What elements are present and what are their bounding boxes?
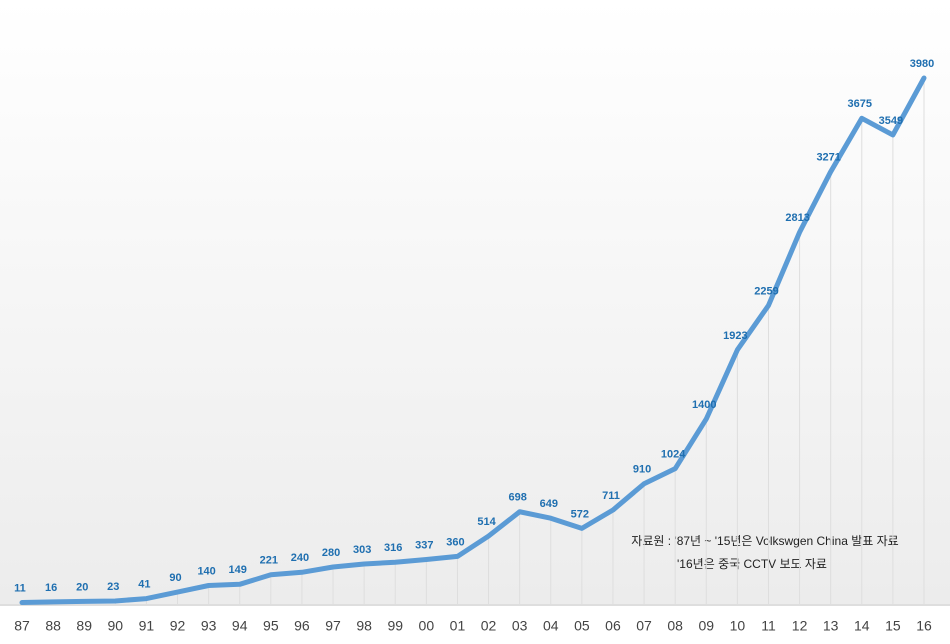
value-label: 649	[540, 498, 558, 510]
value-label: 20	[76, 581, 88, 593]
value-label: 316	[384, 542, 402, 554]
value-label: 280	[322, 547, 340, 559]
annotation: '16년은 중국 CCTV 보도 자료	[677, 557, 827, 571]
x-tick-label: 94	[232, 618, 248, 634]
x-tick-label: 92	[170, 618, 186, 634]
value-label: 3980	[910, 58, 934, 70]
value-label: 572	[571, 508, 589, 520]
value-label: 240	[291, 552, 309, 564]
x-tick-label: 14	[854, 618, 870, 634]
x-tick-label: 91	[139, 618, 155, 634]
x-tick-label: 12	[792, 618, 808, 634]
value-label: 514	[477, 516, 496, 528]
value-label: 2813	[785, 212, 809, 224]
x-tick-label: 87	[14, 618, 30, 634]
value-label: 11	[14, 582, 26, 594]
value-label: 221	[260, 555, 278, 567]
x-tick-label: 93	[201, 618, 217, 634]
x-tick-label: 00	[419, 618, 435, 634]
annotation: 자료원 : '87년 ~ '15년은 Volkswgen China 발표 자료	[631, 534, 898, 548]
x-tick-label: 08	[667, 618, 683, 634]
value-label: 2259	[754, 285, 778, 297]
x-tick-label: 13	[823, 618, 839, 634]
value-label: 1400	[692, 399, 716, 411]
value-label: 360	[446, 536, 464, 548]
value-label: 1923	[723, 330, 747, 342]
x-tick-label: 06	[605, 618, 621, 634]
x-tick-label: 99	[387, 618, 403, 634]
x-tick-label: 16	[916, 618, 932, 634]
value-label: 698	[508, 492, 526, 504]
value-label: 140	[197, 565, 215, 577]
value-label: 149	[229, 564, 247, 576]
value-label: 41	[138, 578, 150, 590]
plot-background	[0, 0, 950, 606]
x-tick-label: 11	[761, 618, 776, 634]
x-tick-label: 02	[481, 618, 497, 634]
value-label: 711	[602, 490, 620, 502]
x-tick-label: 04	[543, 618, 559, 634]
value-label: 303	[353, 544, 371, 556]
x-tick-label: 95	[263, 618, 279, 634]
x-tick-label: 15	[885, 618, 901, 634]
x-tick-label: 89	[76, 618, 92, 634]
value-label: 3271	[816, 152, 840, 164]
value-label: 16	[45, 582, 57, 594]
x-tick-label: 90	[108, 618, 124, 634]
data-line	[19, 75, 927, 606]
value-label: 23	[107, 581, 119, 593]
x-tick-label: 07	[636, 618, 652, 634]
x-tick-label: 98	[356, 618, 372, 634]
x-tick-label: 96	[294, 618, 310, 634]
x-tick-label: 09	[698, 618, 714, 634]
x-tick-label: 05	[574, 618, 590, 634]
value-label: 90	[169, 572, 181, 584]
x-tick-label: 01	[450, 618, 466, 634]
x-tick-label: 97	[325, 618, 341, 634]
x-tick-label: 03	[512, 618, 528, 634]
value-label: 1024	[661, 449, 686, 461]
x-tick-label: 10	[730, 618, 746, 634]
value-label: 3675	[848, 98, 872, 110]
value-label: 337	[415, 539, 433, 551]
value-label: 910	[633, 464, 651, 476]
x-tick-label: 88	[45, 618, 61, 634]
value-label: 3549	[879, 115, 903, 127]
